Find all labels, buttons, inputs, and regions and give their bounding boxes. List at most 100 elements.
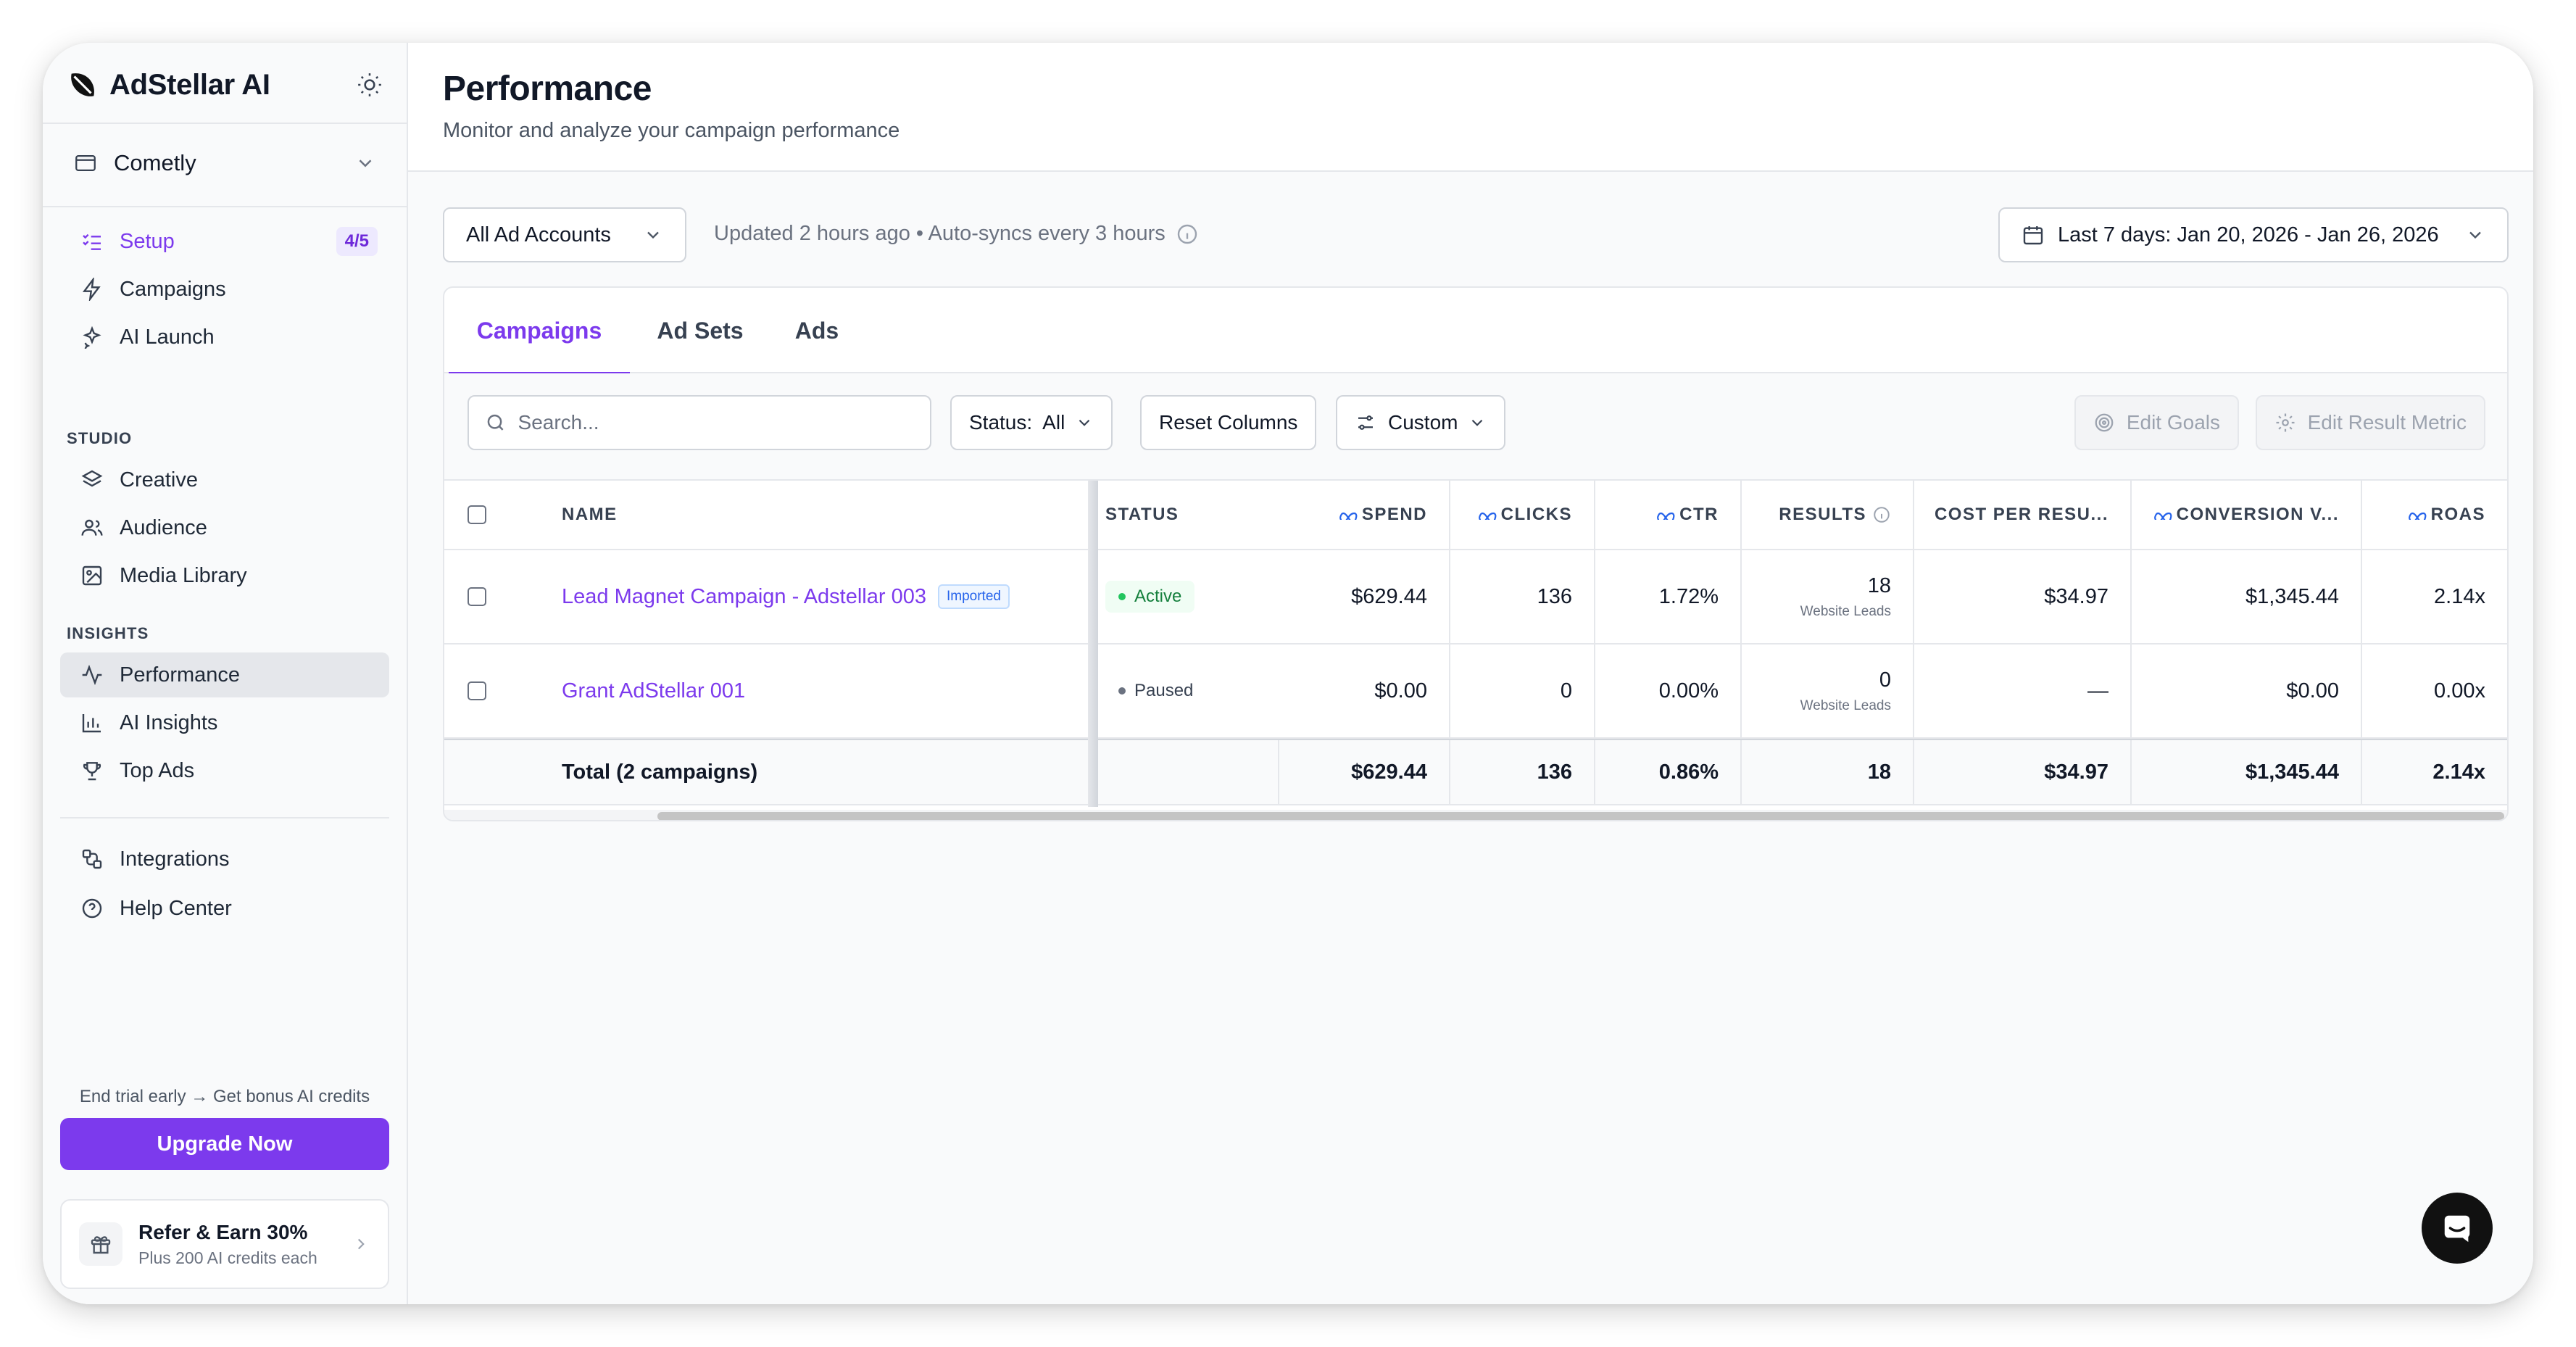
sidebar-item-ai-launch[interactable]: AI Launch bbox=[60, 315, 389, 360]
sidebar-item-top-ads[interactable]: Top Ads bbox=[60, 748, 389, 793]
info-icon[interactable] bbox=[1176, 223, 1199, 246]
target-icon bbox=[2095, 413, 2114, 432]
meta-icon bbox=[1339, 512, 1358, 520]
page-header: Performance Monitor and analyze your cam… bbox=[408, 43, 2533, 172]
sidebar: AdStellar AI Cometly Setup 4/5 Campaigns… bbox=[43, 43, 408, 1304]
total-spend: $629.44 bbox=[1279, 740, 1450, 804]
meta-icon bbox=[1478, 512, 1497, 520]
select-all-checkbox[interactable] bbox=[468, 505, 486, 524]
total-ctr: 0.86% bbox=[1595, 740, 1742, 804]
edit-goals-label: Edit Goals bbox=[2126, 411, 2220, 434]
section-label-studio: STUDIO bbox=[67, 429, 133, 447]
table-row[interactable]: Grant AdStellar 001 Paused $0.00 0 0.00%… bbox=[444, 645, 2507, 739]
gear-icon bbox=[2276, 413, 2295, 432]
col-cost-per-result-label: COST PER RESU... bbox=[1934, 505, 2108, 524]
results-value: 0 bbox=[1879, 668, 1891, 692]
plug-icon bbox=[82, 849, 102, 869]
results-value: 18 bbox=[1867, 573, 1891, 597]
conversion-value-cell: $1,345.44 bbox=[2132, 550, 2362, 643]
sidebar-item-help-center[interactable]: Help Center bbox=[60, 886, 389, 931]
col-spend-header[interactable]: SPEND bbox=[1279, 481, 1450, 549]
scrollbar-thumb[interactable] bbox=[657, 812, 2504, 820]
refer-subtitle: Plus 200 AI credits each bbox=[138, 1248, 317, 1267]
tab-ads[interactable]: Ads bbox=[794, 317, 839, 344]
chevron-down-icon bbox=[359, 159, 372, 167]
ad-account-select[interactable]: All Ad Accounts bbox=[443, 207, 686, 262]
search-input[interactable] bbox=[518, 411, 914, 434]
edit-result-metric-button[interactable]: Edit Result Metric bbox=[2255, 395, 2485, 450]
col-ctr-header[interactable]: CTR bbox=[1595, 481, 1742, 549]
campaign-name-cell: Lead Magnet Campaign - Adstellar 003 Imp… bbox=[562, 550, 1010, 643]
info-icon[interactable] bbox=[1872, 505, 1891, 524]
row-select-cell bbox=[468, 645, 486, 737]
search-field[interactable] bbox=[468, 395, 931, 450]
custom-columns-button[interactable]: Custom bbox=[1336, 395, 1506, 450]
sidebar-item-label: Integrations bbox=[120, 847, 230, 871]
sidebar-item-audience[interactable]: Audience bbox=[60, 505, 389, 550]
sidebar-item-integrations[interactable]: Integrations bbox=[60, 837, 389, 882]
sidebar-item-setup[interactable]: Setup 4/5 bbox=[60, 219, 389, 264]
reset-columns-button[interactable]: Reset Columns bbox=[1140, 395, 1317, 450]
setup-progress-badge: 4/5 bbox=[336, 227, 378, 256]
horizontal-scrollbar[interactable] bbox=[444, 810, 2507, 820]
tab-campaigns[interactable]: Campaigns bbox=[449, 288, 630, 375]
row-checkbox[interactable] bbox=[468, 681, 486, 700]
col-results-header[interactable]: RESULTS bbox=[1742, 481, 1914, 549]
chat-support-button[interactable] bbox=[2422, 1193, 2493, 1264]
tab-bar: Campaigns Ad Sets Ads bbox=[444, 288, 2507, 375]
sparkles-icon bbox=[83, 326, 101, 349]
activity-icon bbox=[82, 664, 102, 686]
chevron-down-icon bbox=[2469, 231, 2481, 239]
col-name-header[interactable]: NAME bbox=[562, 505, 618, 524]
campaign-name-cell: Grant AdStellar 001 bbox=[562, 645, 745, 737]
col-status-header[interactable]: STATUS bbox=[1105, 505, 1179, 524]
calendar-icon bbox=[2023, 226, 2043, 245]
date-range-picker[interactable]: Last 7 days: Jan 20, 2026 - Jan 26, 2026 bbox=[1998, 207, 2509, 262]
ad-account-value: All Ad Accounts bbox=[466, 223, 611, 246]
status-text: Active bbox=[1134, 587, 1182, 606]
sliders-icon bbox=[1358, 415, 1373, 430]
col-cost-per-result-header[interactable]: COST PER RESU... bbox=[1914, 481, 2132, 549]
row-checkbox[interactable] bbox=[468, 587, 486, 606]
image-icon bbox=[82, 565, 102, 586]
clicks-cell: 136 bbox=[1450, 550, 1595, 643]
table-toolbar: Status: All Reset Columns Custom Edit Go… bbox=[444, 373, 2507, 481]
table-total-row: Total (2 campaigns) $629.44 136 0.86% 18… bbox=[444, 739, 2507, 805]
ctr-cell: 1.72% bbox=[1595, 550, 1742, 643]
col-conversion-value-header[interactable]: CONVERSION V... bbox=[2132, 481, 2362, 549]
workspace-switcher[interactable]: Cometly bbox=[66, 140, 383, 186]
sidebar-item-creative[interactable]: Creative bbox=[60, 457, 389, 502]
sidebar-item-label: Campaigns bbox=[120, 277, 226, 301]
meta-icon bbox=[1657, 512, 1675, 520]
results-cell: 0 Website Leads bbox=[1742, 645, 1914, 737]
col-clicks-header[interactable]: CLICKS bbox=[1450, 481, 1595, 549]
campaign-name-link[interactable]: Lead Magnet Campaign - Adstellar 003 bbox=[562, 584, 926, 608]
sidebar-item-campaigns[interactable]: Campaigns bbox=[60, 267, 389, 312]
roas-cell: 0.00x bbox=[2434, 679, 2485, 702]
sidebar-item-ai-insights[interactable]: AI Insights bbox=[60, 700, 389, 745]
upgrade-now-button[interactable]: Upgrade Now bbox=[60, 1118, 389, 1170]
total-roas: 2.14x bbox=[2432, 760, 2485, 784]
page-subtitle: Monitor and analyze your campaign perfor… bbox=[443, 119, 900, 142]
edit-goals-button[interactable]: Edit Goals bbox=[2074, 395, 2239, 450]
col-clicks-label: CLICKS bbox=[1500, 505, 1572, 524]
sun-icon[interactable] bbox=[356, 71, 383, 99]
table-row[interactable]: Lead Magnet Campaign - Adstellar 003 Imp… bbox=[444, 550, 2507, 645]
tab-ad-sets[interactable]: Ad Sets bbox=[657, 317, 744, 344]
sidebar-item-performance[interactable]: Performance bbox=[60, 652, 389, 697]
col-roas-header[interactable]: ROAS bbox=[2362, 481, 2507, 549]
campaigns-table: NAME STATUS SPEND CLICKS CTR bbox=[444, 481, 2507, 805]
sidebar-item-label: AI Launch bbox=[120, 325, 215, 349]
roas-cell: 2.14x bbox=[2434, 584, 2485, 608]
cost-per-result-cell: — bbox=[1914, 645, 2132, 737]
status-filter[interactable]: Status: All bbox=[950, 395, 1113, 450]
status-badge: Paused bbox=[1105, 675, 1206, 707]
refer-earn-card[interactable]: Refer & Earn 30% Plus 200 AI credits eac… bbox=[60, 1199, 389, 1289]
divider bbox=[43, 123, 407, 124]
total-clicks: 136 bbox=[1450, 740, 1595, 804]
gift-icon bbox=[79, 1222, 122, 1266]
chevron-down-icon bbox=[1079, 419, 1090, 426]
campaign-name-link[interactable]: Grant AdStellar 001 bbox=[562, 679, 746, 702]
sidebar-item-media-library[interactable]: Media Library bbox=[60, 553, 389, 598]
ctr-cell: 0.00% bbox=[1595, 645, 1742, 737]
